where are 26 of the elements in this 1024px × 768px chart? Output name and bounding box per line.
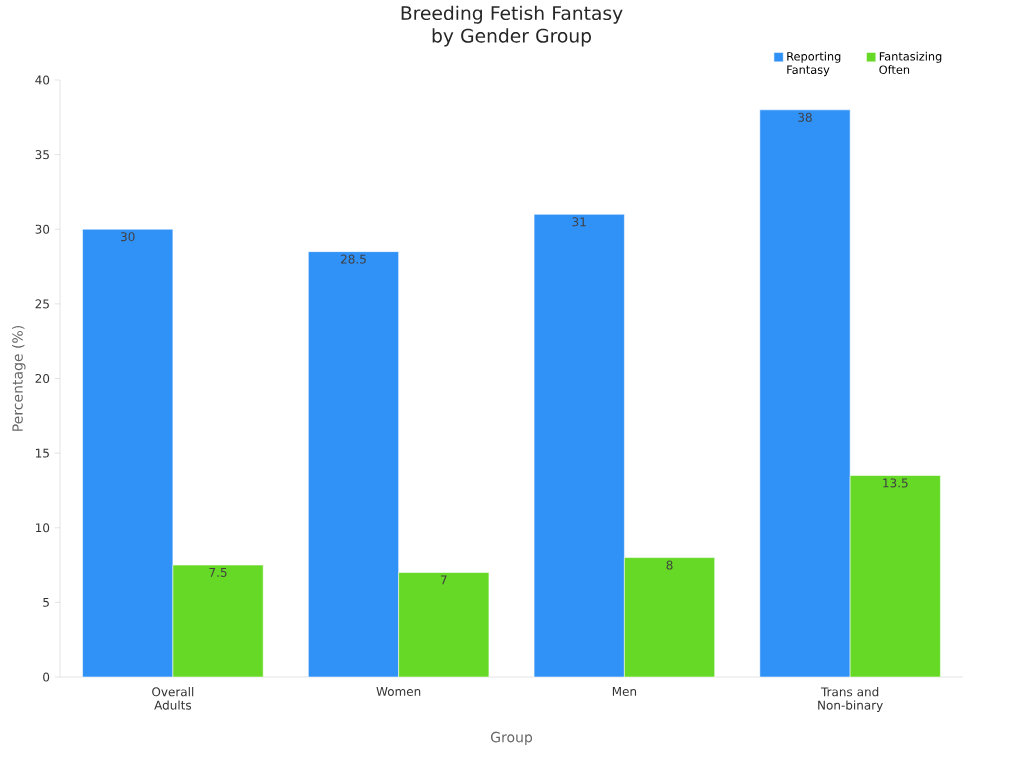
chart-title: Breeding Fetish Fantasy by Gender Group <box>401 5 623 47</box>
y-tick-label: 25 <box>35 299 49 309</box>
x-tick-label: Overall Adults <box>152 687 194 710</box>
x-tick-label: Men <box>612 687 637 696</box>
legend-label: Fantasizing Often <box>879 51 942 74</box>
y-tick-label: 0 <box>43 672 50 682</box>
data-label: 8 <box>666 560 673 570</box>
data-label: 30 <box>121 232 135 242</box>
data-label: 13.5 <box>883 478 908 488</box>
data-label: 7 <box>440 575 447 585</box>
y-tick-label: 5 <box>43 597 49 607</box>
x-tick-label: Women <box>376 687 421 696</box>
data-label: 28.5 <box>341 254 366 264</box>
data-label: 7.5 <box>209 568 227 577</box>
x-tick-label: Trans and Non-binary <box>818 687 883 712</box>
y-tick-label: 15 <box>36 448 49 458</box>
legend-label: Reporting Fantasy <box>787 51 841 77</box>
y-tick-label: 30 <box>35 224 50 234</box>
x-axis-title: Group <box>490 731 533 746</box>
y-tick-label: 10 <box>36 523 50 533</box>
y-tick-label: 20 <box>35 373 50 384</box>
y-tick-label: 35 <box>35 150 49 160</box>
data-label: 31 <box>572 217 586 227</box>
y-tick-label: 40 <box>35 75 50 85</box>
data-label: 38 <box>798 112 812 122</box>
y-axis-title: Percentage (%) <box>12 325 26 431</box>
